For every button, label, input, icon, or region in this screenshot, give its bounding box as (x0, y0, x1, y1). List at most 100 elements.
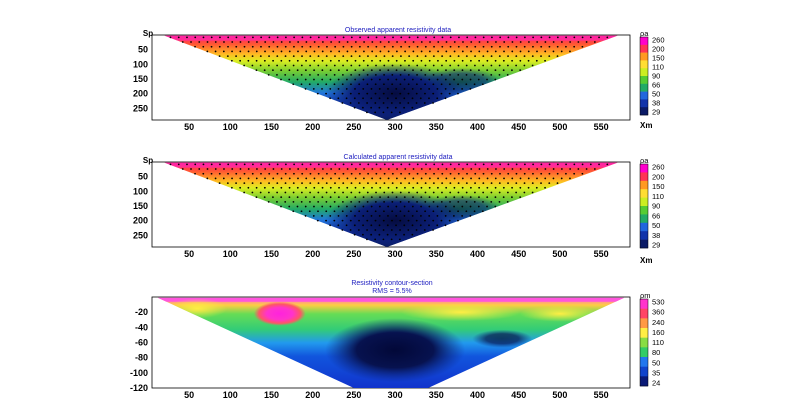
data-point (424, 210, 427, 213)
plot-frame (151, 34, 631, 121)
data-point (292, 55, 295, 58)
data-point (321, 78, 324, 81)
y-tick-label: -80 (135, 353, 148, 363)
data-point (194, 163, 197, 166)
data-point (362, 224, 364, 227)
data-point (341, 83, 344, 86)
data-point (313, 177, 316, 180)
x-tick-label: 300 (388, 122, 403, 132)
data-point (342, 36, 345, 39)
data-point (511, 196, 513, 199)
data-point (280, 69, 283, 72)
data-point (532, 172, 534, 175)
data-point (337, 196, 340, 199)
data-point (260, 172, 262, 175)
data-point (392, 163, 394, 166)
data-point (448, 83, 451, 86)
data-point (370, 233, 373, 236)
data-point (259, 191, 262, 194)
data-point (375, 64, 377, 67)
data-point (432, 92, 435, 95)
data-point (362, 59, 365, 62)
data-point (449, 182, 452, 185)
data-point (395, 97, 397, 100)
data-point (585, 168, 588, 170)
x-tick-label: 150 (264, 122, 279, 132)
data-point (370, 106, 373, 109)
data-point (239, 177, 242, 180)
data-point (366, 191, 369, 194)
data-point (321, 168, 324, 170)
data-point (477, 78, 480, 81)
colorbar-frame (639, 163, 649, 249)
data-point (425, 163, 427, 166)
data-point (494, 50, 497, 53)
data-point (499, 172, 501, 175)
data-point (532, 163, 535, 166)
data-point (284, 73, 287, 76)
data-point (449, 191, 452, 194)
data-point (560, 50, 563, 53)
x-tick-label: 350 (429, 390, 444, 400)
data-point (469, 205, 472, 208)
data-point (482, 73, 484, 76)
data-point (387, 168, 390, 170)
colorbar-swatch (640, 308, 648, 319)
data-point (362, 186, 365, 189)
data-point (481, 210, 484, 213)
data-point (606, 36, 609, 39)
data-point (498, 182, 501, 185)
data-point (415, 83, 418, 86)
data-point (288, 205, 291, 208)
data-point (523, 172, 526, 175)
data-point (357, 102, 360, 104)
data-point (375, 191, 377, 194)
data-point (420, 59, 423, 62)
data-point (452, 215, 455, 217)
data-point (470, 168, 473, 170)
low-resistivity-zone (421, 194, 502, 223)
x-tick-label: 50 (184, 122, 194, 132)
data-point (519, 177, 522, 180)
data-point (354, 78, 357, 81)
data-point (341, 219, 344, 222)
data-point (313, 186, 316, 189)
data-point (415, 102, 418, 104)
data-point (462, 168, 464, 170)
data-point (345, 224, 348, 227)
data-point (255, 177, 258, 180)
data-point (350, 83, 352, 86)
data-point (239, 50, 242, 53)
data-point (186, 163, 188, 166)
y-tick-labels: -20 -40 -60 -80 -100 -120 (130, 307, 148, 393)
data-point (515, 182, 518, 185)
data-point (499, 36, 502, 39)
data-point (321, 177, 324, 180)
x-tick-label: 550 (594, 390, 609, 400)
data-point (486, 186, 489, 189)
data-point (349, 229, 352, 231)
data-point (523, 163, 526, 166)
data-point (433, 172, 435, 175)
data-point (288, 69, 291, 72)
data-point (379, 50, 382, 53)
data-point (391, 45, 394, 48)
data-point (230, 59, 233, 62)
y-tick-labels: 50 100 150 200 250 (133, 45, 148, 114)
data-point (486, 78, 488, 81)
data-point (341, 210, 344, 213)
data-point (519, 69, 522, 72)
x-tick-label: 400 (470, 122, 485, 132)
data-point (378, 78, 381, 81)
data-point (350, 55, 353, 58)
colorbar-swatch (640, 299, 648, 309)
data-point (407, 73, 410, 76)
data-point (317, 55, 320, 58)
data-point (292, 200, 295, 203)
data-point (503, 168, 506, 170)
data-point (437, 186, 439, 189)
colorbar-swatch (640, 91, 648, 100)
data-point (494, 186, 497, 189)
y-tick-label: 150 (133, 74, 148, 84)
data-point (482, 163, 485, 166)
